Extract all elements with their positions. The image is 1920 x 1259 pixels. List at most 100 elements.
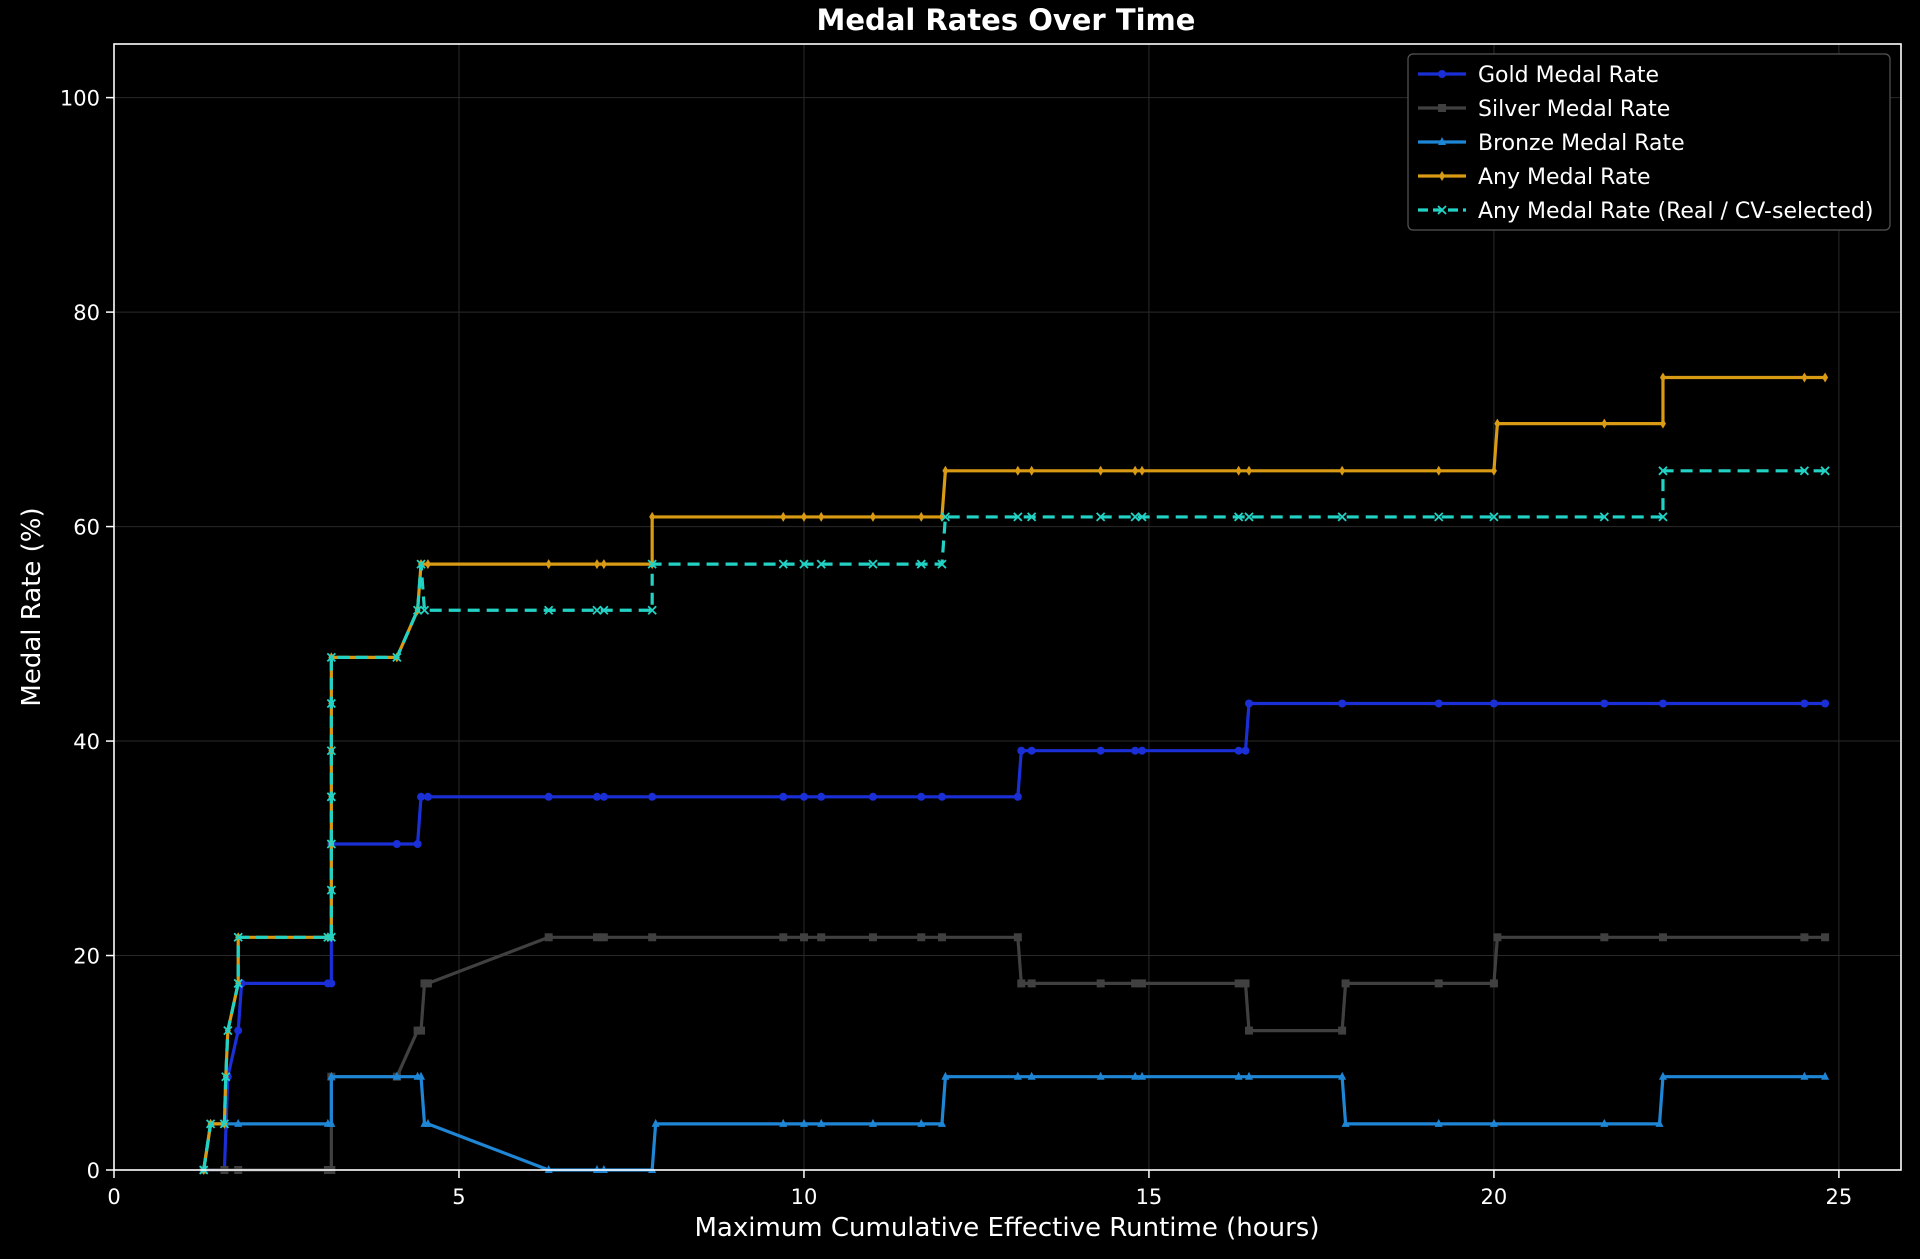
data-point — [327, 979, 336, 988]
data-point — [1600, 1118, 1609, 1127]
y-tick-label: 0 — [87, 1159, 100, 1183]
data-point — [1800, 699, 1809, 708]
data-point — [392, 1071, 401, 1080]
data-point — [1027, 1071, 1036, 1080]
data-point — [1338, 1026, 1347, 1035]
data-point — [1096, 979, 1105, 988]
data-point — [1437, 205, 1447, 215]
data-point — [544, 605, 554, 615]
data-point — [1339, 465, 1346, 476]
data-point — [1338, 1071, 1347, 1080]
data-point — [1235, 465, 1242, 476]
data-point — [1489, 699, 1498, 708]
data-point — [1241, 746, 1250, 755]
data-point — [205, 1119, 216, 1129]
data-point — [419, 605, 430, 615]
data-point-stroke — [326, 885, 336, 895]
data-point — [1139, 465, 1146, 476]
data-point-stroke — [419, 605, 430, 615]
data-point — [817, 792, 826, 801]
data-point — [219, 1119, 230, 1129]
series-line — [203, 701, 1826, 1172]
y-tick-label: 100 — [60, 87, 100, 111]
data-point — [234, 1118, 243, 1127]
data-point — [647, 605, 657, 615]
legend-box — [1407, 53, 1891, 231]
data-point — [1822, 372, 1829, 383]
data-point — [1655, 1118, 1664, 1127]
y-tick-label: 40 — [73, 730, 100, 754]
data-point — [599, 605, 609, 615]
data-point-stroke — [223, 1025, 233, 1036]
x-tick-label: 25 — [1826, 1185, 1853, 1209]
data-point — [326, 652, 336, 663]
data-point — [1434, 1118, 1443, 1127]
series-line — [202, 469, 1826, 1171]
data-point — [223, 1025, 233, 1036]
data-point — [1658, 1071, 1667, 1080]
data-point-stroke — [392, 652, 402, 663]
data-point — [1234, 512, 1244, 522]
data-point — [1337, 512, 1347, 522]
data-point — [1800, 933, 1809, 942]
data-point — [234, 1026, 243, 1035]
data-point — [1489, 979, 1498, 988]
legend-label: Any Medal Rate (Real / CV-selected) — [1478, 199, 1873, 224]
data-point — [937, 559, 947, 569]
data-point — [800, 511, 807, 522]
plot-frame — [113, 43, 1902, 1171]
legend-entry: Silver Medal Rate — [1418, 97, 1670, 122]
data-point — [1244, 1071, 1253, 1080]
data-point-stroke — [1434, 512, 1444, 522]
data-point — [1435, 465, 1442, 476]
legend-entry: Any Medal Rate — [1418, 165, 1651, 190]
data-point — [869, 511, 876, 522]
data-point — [599, 933, 608, 942]
data-point-stroke — [219, 1119, 230, 1129]
data-point-stroke — [1130, 512, 1140, 522]
data-point — [1439, 171, 1445, 181]
data-point — [1138, 1071, 1147, 1080]
data-point — [1438, 70, 1446, 78]
data-point — [326, 839, 336, 849]
x-tick-label: 15 — [1136, 1185, 1163, 1209]
data-point — [648, 792, 657, 801]
data-point-stroke — [1437, 205, 1447, 215]
data-point — [1490, 465, 1497, 476]
chart-title: Medal Rates Over Time — [817, 3, 1196, 37]
data-point — [1659, 418, 1666, 429]
data-point — [392, 839, 401, 848]
data-point — [233, 932, 243, 942]
data-point — [1244, 512, 1254, 522]
legend-entry: Bronze Medal Rate — [1418, 131, 1685, 156]
data-point-stroke — [647, 605, 657, 615]
data-point — [1013, 512, 1023, 522]
data-point — [1799, 466, 1810, 476]
data-point — [544, 933, 553, 942]
data-point — [1096, 746, 1105, 755]
data-point-stroke — [1013, 512, 1023, 522]
data-point — [1489, 1118, 1498, 1127]
data-point-stroke — [1244, 512, 1254, 522]
legend-label: Gold Medal Rate — [1478, 63, 1659, 88]
data-point — [326, 885, 336, 895]
data-point-stroke — [940, 512, 951, 522]
data-point — [424, 559, 431, 570]
data-point-stroke — [937, 559, 947, 569]
data-point-stroke — [544, 605, 554, 615]
data-point — [799, 559, 809, 569]
data-point — [1017, 979, 1026, 988]
data-point — [1137, 512, 1147, 522]
data-point — [417, 792, 426, 801]
data-point — [1132, 465, 1139, 476]
data-point — [1138, 979, 1147, 988]
data-point — [1241, 979, 1250, 988]
data-point — [1434, 979, 1443, 988]
data-point — [1138, 746, 1147, 755]
data-point — [592, 933, 601, 942]
data-point-stroke — [592, 605, 602, 615]
data-point — [1096, 1071, 1105, 1080]
data-point — [1494, 418, 1501, 429]
data-point — [917, 933, 926, 942]
legend-entry: Gold Medal Rate — [1418, 63, 1659, 88]
